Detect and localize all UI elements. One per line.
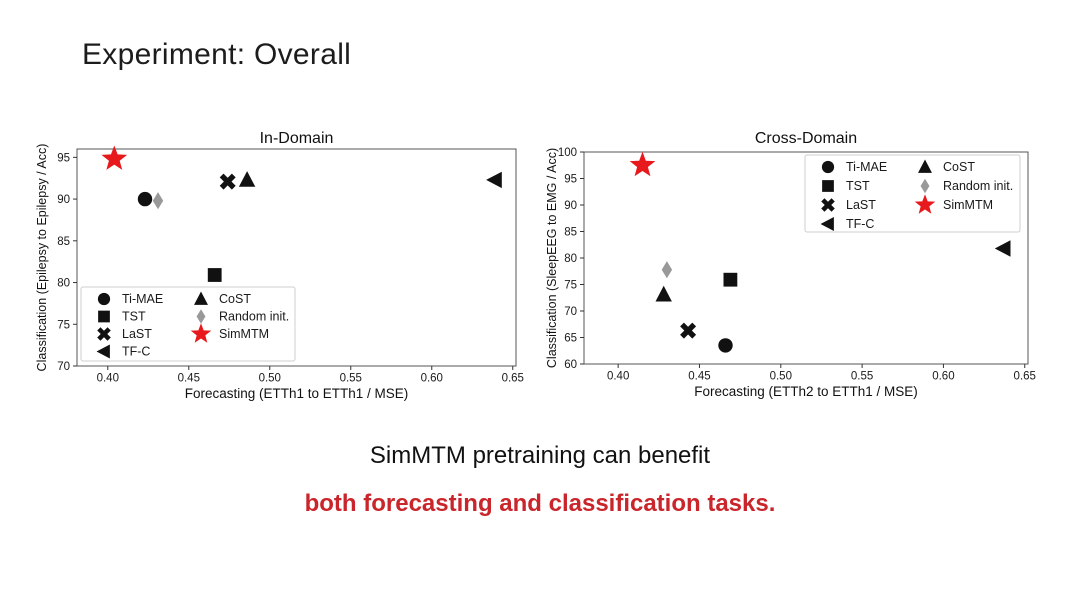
chart-title: Cross-Domain (755, 130, 857, 147)
conclusion-line-1: SimMTM pretraining can benefit (369, 442, 711, 469)
y-tick-label: 70 (564, 306, 577, 318)
x-tick-label: 0.50 (770, 371, 792, 383)
legend-box (804, 154, 1021, 233)
random-init-legend-marker (920, 178, 930, 194)
simmtm-legend-label: SimMTM (219, 327, 269, 341)
simmtm-legend-label: SimMTM (943, 198, 993, 212)
x-tick-label: 0.55 (851, 371, 873, 383)
y-tick-label: 85 (564, 227, 577, 239)
x-axis-label: Forecasting (ETTh2 to ETTh1 / MSE) (694, 384, 918, 399)
tf-c-point (486, 171, 502, 189)
y-tick-label: 75 (57, 319, 70, 331)
simmtm-legend-marker (914, 194, 936, 214)
cost-legend-label: CoST (943, 160, 975, 174)
x-tick-label: 0.60 (421, 373, 443, 385)
data-points (101, 145, 502, 282)
tst-legend-marker (98, 310, 110, 323)
in-domain-chart: 0.40 0.45 0.50 0.55 0.60 0.65 70 75 80 85 90 95 In-D… (20, 122, 540, 412)
tst-point (207, 268, 222, 282)
in-domain-plot: 0.40 0.45 0.50 0.55 0.60 0.65 70 75 80 85 90 95 In-D… (35, 130, 524, 401)
x-tick-label: 0.40 (97, 373, 119, 385)
last-legend-marker (97, 327, 111, 341)
y-tick-label: 70 (57, 361, 70, 373)
cost-legend-marker (918, 159, 932, 173)
x-axis: 0.40 0.45 0.50 0.55 0.60 0.65 (97, 366, 524, 385)
tst-legend-label: TST (122, 310, 146, 324)
tst-legend-marker (822, 180, 834, 192)
y-tick-label: 80 (57, 278, 70, 290)
random-init-point (152, 192, 164, 210)
y-tick-label: 80 (564, 253, 577, 265)
x-tick-label: 0.50 (259, 373, 281, 385)
cross-domain-chart: 0.40 0.45 0.50 0.55 0.60 0.65 60 65 70 75 80 85 90 95… (540, 122, 1080, 412)
ti-mae-legend-marker (97, 292, 111, 306)
last-legend-label: LaST (846, 198, 876, 212)
x-tick-label: 0.65 (1014, 371, 1036, 383)
ti-mae-legend-marker (821, 160, 835, 174)
cost-point (238, 171, 256, 187)
x-tick-label: 0.45 (688, 371, 710, 383)
cost-point (655, 285, 672, 302)
x-tick-label: 0.60 (932, 371, 954, 383)
y-axis-label: Classification (Epilepsy to Epilepsy / A… (35, 144, 49, 372)
tf-c-legend-label: TF-C (122, 345, 150, 359)
x-tick-label: 0.65 (502, 373, 524, 385)
random-init-point (661, 261, 673, 279)
y-tick-label: 100 (558, 147, 577, 159)
ti-mae-point (718, 338, 733, 353)
random-init-legend-label: Random init. (943, 179, 1013, 193)
x-axis: 0.40 0.45 0.50 0.55 0.60 0.65 (607, 364, 1036, 383)
simmtm-legend-marker (190, 323, 212, 343)
y-tick-label: 60 (564, 359, 577, 371)
x-axis-label: Forecasting (ETTh1 to ETTh1 / MSE) (185, 386, 409, 401)
y-tick-label: 85 (57, 236, 70, 248)
simmtm-point (629, 151, 656, 177)
last-point (680, 322, 697, 339)
ti-mae-point (137, 191, 153, 207)
tst-point (723, 272, 738, 287)
last-legend-label: LaST (122, 327, 152, 341)
last-point (219, 173, 236, 190)
last-legend-marker (821, 198, 835, 212)
chart-title: In-Domain (260, 130, 334, 147)
x-tick-label: 0.55 (340, 373, 362, 385)
tf-c-legend-label: TF-C (846, 217, 874, 231)
tf-c-point (994, 240, 1011, 257)
legend: Ti-MAE TST LaST TF-C CoST Random init. SimMTM (804, 154, 1021, 233)
slide-title: Experiment: Overall (82, 38, 352, 71)
cross-domain-plot: 0.40 0.45 0.50 0.55 0.60 0.65 60 65 70 75 80 85 90 95… (545, 130, 1036, 399)
tst-legend-label: TST (846, 179, 870, 193)
simmtm-point (101, 145, 128, 170)
y-tick-label: 65 (564, 333, 577, 345)
x-tick-label: 0.40 (607, 371, 629, 383)
x-tick-label: 0.45 (178, 373, 200, 385)
ti-mae-legend-label: Ti-MAE (846, 160, 887, 174)
cost-legend-marker (194, 291, 208, 305)
y-axis: 70 75 80 85 90 95 (57, 152, 77, 373)
y-axis: 60 65 70 75 80 85 90 95 100 (558, 147, 584, 371)
y-tick-label: 95 (564, 174, 577, 186)
y-tick-label: 75 (564, 280, 577, 292)
cost-legend-label: CoST (219, 292, 251, 306)
random-init-legend-label: Random init. (219, 310, 289, 324)
tf-c-legend-marker (96, 344, 110, 359)
conclusion-line-2: both forecasting and classification task… (304, 490, 776, 517)
random-init-legend-marker (196, 309, 206, 324)
legend: Ti-MAE TST LaST TF-C CoST Random init. SimMTM (80, 286, 296, 362)
tf-c-legend-marker (820, 217, 834, 231)
plot-border (76, 148, 517, 367)
y-axis-label: Classification (SleepEEG to EMG / Acc) (545, 148, 559, 368)
ti-mae-legend-label: Ti-MAE (122, 292, 163, 306)
y-tick-label: 90 (564, 200, 577, 212)
legend-box (80, 286, 296, 362)
y-tick-label: 90 (57, 194, 70, 206)
y-tick-label: 95 (57, 152, 70, 164)
